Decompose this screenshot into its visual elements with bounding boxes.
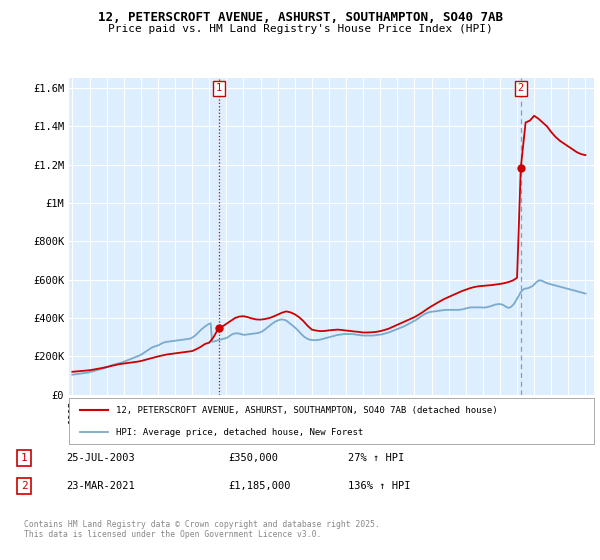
Text: Contains HM Land Registry data © Crown copyright and database right 2025.
This d: Contains HM Land Registry data © Crown c… (24, 520, 380, 539)
Text: 23-MAR-2021: 23-MAR-2021 (66, 481, 135, 491)
Text: 2: 2 (518, 83, 524, 93)
Text: £350,000: £350,000 (228, 453, 278, 463)
Text: 12, PETERSCROFT AVENUE, ASHURST, SOUTHAMPTON, SO40 7AB: 12, PETERSCROFT AVENUE, ASHURST, SOUTHAM… (97, 11, 503, 24)
Text: £1,185,000: £1,185,000 (228, 481, 290, 491)
Text: 1: 1 (215, 83, 222, 93)
Text: 27% ↑ HPI: 27% ↑ HPI (348, 453, 404, 463)
Text: 25-JUL-2003: 25-JUL-2003 (66, 453, 135, 463)
Text: 2: 2 (20, 481, 28, 491)
Text: 1: 1 (20, 453, 28, 463)
Text: 136% ↑ HPI: 136% ↑ HPI (348, 481, 410, 491)
Text: 12, PETERSCROFT AVENUE, ASHURST, SOUTHAMPTON, SO40 7AB (detached house): 12, PETERSCROFT AVENUE, ASHURST, SOUTHAM… (116, 406, 498, 415)
Text: HPI: Average price, detached house, New Forest: HPI: Average price, detached house, New … (116, 427, 364, 437)
Text: Price paid vs. HM Land Registry's House Price Index (HPI): Price paid vs. HM Land Registry's House … (107, 24, 493, 34)
